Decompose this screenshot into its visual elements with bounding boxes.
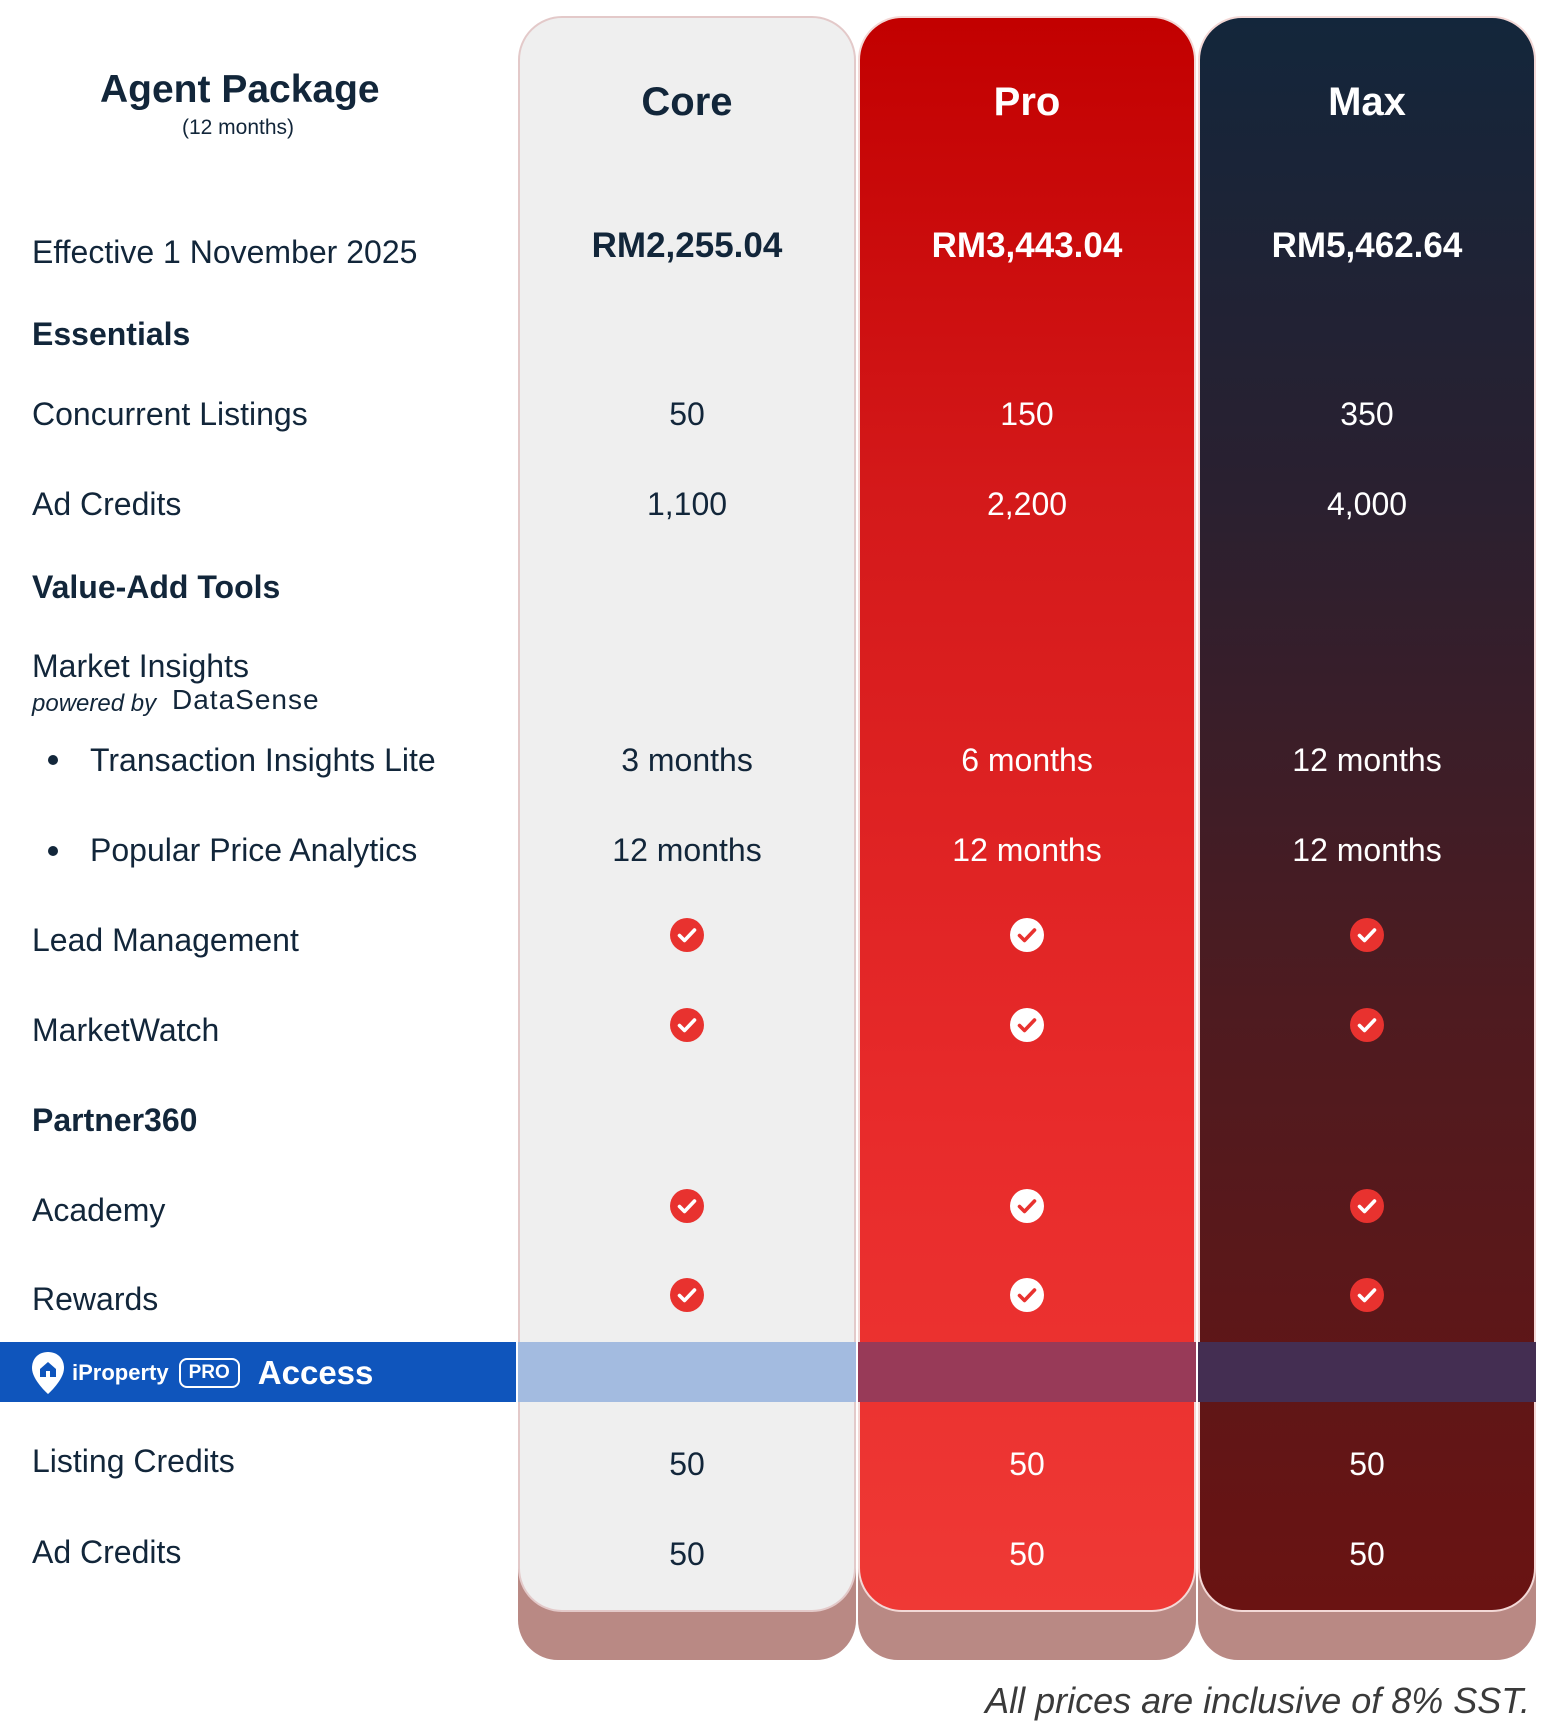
listing-credits-core: 50	[669, 1446, 705, 1482]
row-label-academy: Academy	[32, 1192, 166, 1228]
check-icon	[670, 1278, 704, 1312]
access-ad-credits-max: 50	[1349, 1536, 1385, 1572]
row-label-concurrent-listings: Concurrent Listings	[32, 396, 308, 432]
check-icon	[1350, 1189, 1384, 1223]
house-pin-icon	[32, 1352, 64, 1394]
check-icon	[670, 1189, 704, 1223]
row-label-popular-price: Popular Price Analytics	[90, 832, 418, 868]
effective-date-label: Effective 1 November 2025	[32, 234, 418, 270]
row-label-marketwatch: MarketWatch	[32, 1012, 220, 1048]
row-label-ad-credits: Ad Credits	[32, 486, 182, 522]
access-band-pro	[858, 1342, 1196, 1402]
check-icon	[1350, 918, 1384, 952]
iproperty-brand-text: iProperty	[72, 1360, 169, 1385]
bullet-icon	[48, 846, 58, 856]
access-banner	[0, 1342, 516, 1402]
row-label-rewards: Rewards	[32, 1281, 159, 1317]
row-label-transaction-insights: Transaction Insights Lite	[90, 742, 436, 778]
page-title: Agent Package	[100, 68, 380, 111]
ad-credits-core: 1,100	[646, 486, 728, 522]
popular-price-max: 12 months	[1292, 832, 1442, 868]
concurrent-listings-pro: 150	[1000, 396, 1054, 432]
access-ad-credits-pro: 50	[1009, 1536, 1045, 1572]
plan-name-core: Core	[641, 80, 733, 124]
concurrent-listings-max: 350	[1340, 396, 1394, 432]
plan-name-pro: Pro	[993, 80, 1061, 124]
access-band-max	[1198, 1342, 1536, 1402]
bullet-icon	[48, 755, 58, 765]
access-ad-credits-core: 50	[669, 1536, 705, 1572]
pro-badge: PRO	[178, 1358, 240, 1388]
access-label: Access	[257, 1354, 374, 1391]
row-label-lead-management: Lead Management	[32, 922, 299, 958]
section-heading-partner360: Partner360	[32, 1102, 198, 1138]
transaction-insights-pro: 6 months	[961, 742, 1093, 778]
ad-credits-max: 4,000	[1326, 486, 1408, 522]
check-icon	[670, 918, 704, 952]
section-heading-essentials: Essentials	[32, 316, 191, 352]
section-heading-value-add-tools: Value-Add Tools	[32, 569, 281, 605]
transaction-insights-max: 12 months	[1292, 742, 1442, 778]
datasense-brand: DataSense	[172, 684, 320, 715]
page-subtitle: (12 months)	[181, 116, 295, 139]
footnote: All prices are inclusive of 8% SST.	[985, 1680, 1530, 1721]
check-icon	[1010, 918, 1044, 952]
check-icon	[1350, 1008, 1384, 1042]
price-pro: RM3,443.04	[931, 226, 1123, 265]
check-icon	[1010, 1008, 1044, 1042]
check-icon	[1010, 1278, 1044, 1312]
row-label-listing-credits: Listing Credits	[32, 1443, 235, 1479]
check-icon	[1350, 1278, 1384, 1312]
transaction-insights-core: 3 months	[621, 742, 753, 778]
check-icon	[670, 1008, 704, 1042]
price-core: RM2,255.04	[591, 226, 783, 265]
row-label-access-ad-credits: Ad Credits	[32, 1534, 182, 1570]
price-max: RM5,462.64	[1271, 226, 1463, 265]
plan-name-max: Max	[1328, 80, 1406, 124]
iproperty-pro-logo: iProperty PRO Access	[30, 1348, 373, 1398]
popular-price-pro: 12 months	[952, 832, 1102, 868]
listing-credits-max: 50	[1349, 1446, 1385, 1482]
access-band-core	[518, 1342, 856, 1402]
popular-price-core: 12 months	[612, 832, 762, 868]
check-icon	[1010, 1189, 1044, 1223]
powered-by-text: powered by	[32, 690, 157, 717]
ad-credits-pro: 2,200	[986, 486, 1068, 522]
concurrent-listings-core: 50	[669, 396, 705, 432]
row-label-market-insights: Market Insights	[32, 648, 249, 684]
listing-credits-pro: 50	[1009, 1446, 1045, 1482]
